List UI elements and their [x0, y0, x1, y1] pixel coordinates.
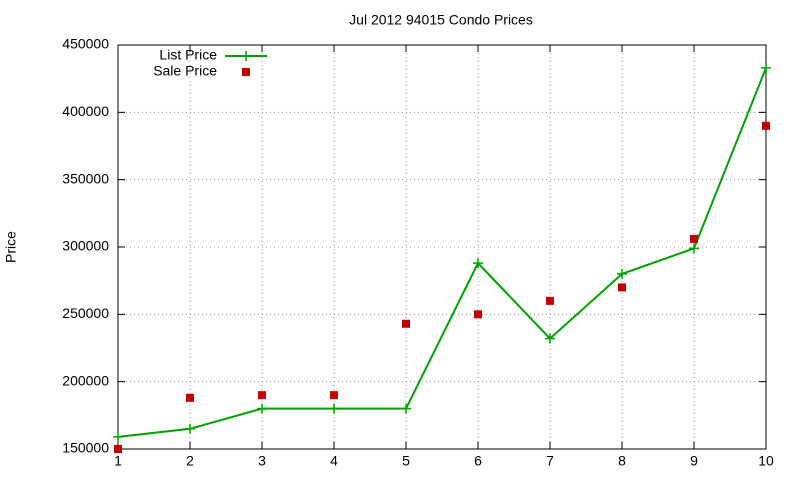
- y-tick-label: 400000: [62, 103, 109, 119]
- point-marker: [690, 234, 698, 243]
- point-marker: [113, 431, 123, 442]
- x-tick-label: 5: [402, 453, 410, 469]
- x-tick-label: 1: [114, 453, 122, 469]
- point-marker: [761, 62, 771, 73]
- x-tick-label: 3: [258, 453, 266, 469]
- legend-marker: [241, 51, 251, 61]
- point-marker: [546, 296, 554, 305]
- point-marker: [689, 243, 699, 254]
- plot-frame: [117, 44, 767, 450]
- point-marker: [330, 391, 338, 400]
- point-marker: [617, 268, 627, 279]
- point-marker: [401, 403, 411, 414]
- y-tick-label: 450000: [62, 36, 109, 52]
- x-tick-label: 7: [546, 453, 554, 469]
- x-tick-label: 8: [618, 453, 626, 469]
- point-marker: [258, 391, 266, 400]
- legend-label: Sale Price: [153, 63, 217, 79]
- point-marker: [185, 423, 195, 434]
- y-tick-label: 300000: [62, 238, 109, 254]
- point-marker: [618, 283, 626, 292]
- y-tick-label: 350000: [62, 170, 109, 186]
- point-marker: [473, 258, 483, 269]
- point-marker: [402, 319, 410, 328]
- point-marker: [329, 403, 339, 414]
- x-tick-label: 4: [330, 453, 338, 469]
- point-marker: [762, 121, 770, 130]
- point-marker: [257, 403, 267, 414]
- point-marker: [186, 393, 194, 402]
- y-tick-label: 200000: [62, 372, 109, 388]
- x-tick-label: 10: [758, 453, 774, 469]
- x-tick-label: 9: [690, 453, 698, 469]
- series-line: [117, 67, 767, 438]
- point-marker: [545, 333, 555, 344]
- chart-title: Jul 2012 94015 Condo Prices: [349, 12, 533, 28]
- y-tick-label: 250000: [62, 305, 109, 321]
- point-marker: [474, 310, 482, 319]
- y-axis-label: Price: [3, 231, 19, 263]
- x-tick-label: 2: [186, 453, 194, 469]
- point-marker: [114, 445, 122, 453]
- x-tick-label: 6: [474, 453, 482, 469]
- legend-label: List Price: [159, 47, 217, 63]
- y-tick-label: 150000: [62, 440, 109, 456]
- legend-marker: [242, 68, 250, 76]
